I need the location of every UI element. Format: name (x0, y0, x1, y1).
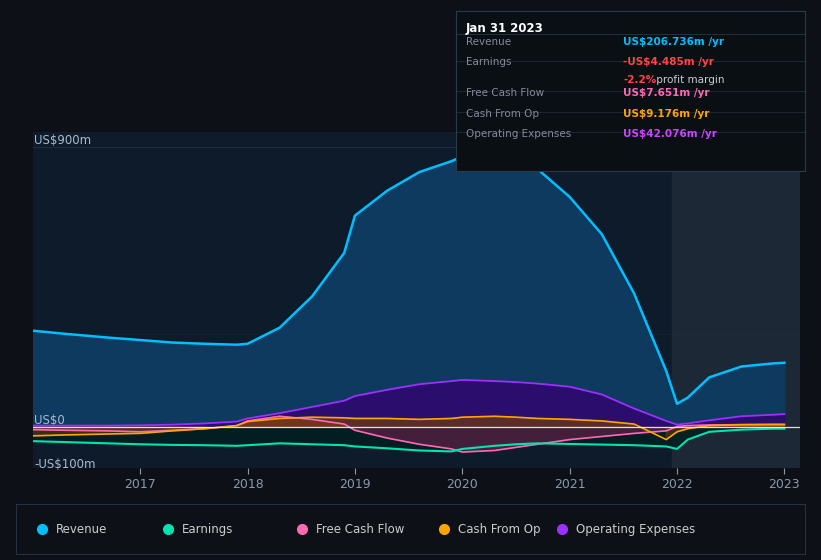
Text: Operating Expenses: Operating Expenses (576, 522, 695, 536)
Text: -2.2%: -2.2% (623, 75, 656, 85)
Text: Free Cash Flow: Free Cash Flow (466, 88, 544, 98)
Text: -US$4.485m /yr: -US$4.485m /yr (623, 58, 714, 68)
Text: Cash From Op: Cash From Op (458, 522, 540, 536)
Text: US$900m: US$900m (34, 134, 91, 147)
Text: US$42.076m /yr: US$42.076m /yr (623, 129, 717, 139)
Text: -US$100m: -US$100m (34, 458, 96, 472)
Text: Earnings: Earnings (182, 522, 233, 536)
Text: Cash From Op: Cash From Op (466, 109, 539, 119)
Text: Earnings: Earnings (466, 58, 511, 68)
Text: Operating Expenses: Operating Expenses (466, 129, 571, 139)
Text: profit margin: profit margin (653, 75, 724, 85)
Text: Jan 31 2023: Jan 31 2023 (466, 22, 544, 35)
Text: US$9.176m /yr: US$9.176m /yr (623, 109, 709, 119)
Text: Revenue: Revenue (466, 37, 511, 46)
Bar (672, 132, 800, 468)
Text: US$0: US$0 (34, 414, 65, 427)
Text: Revenue: Revenue (56, 522, 108, 536)
Text: Free Cash Flow: Free Cash Flow (316, 522, 404, 536)
Text: US$206.736m /yr: US$206.736m /yr (623, 37, 724, 46)
Text: US$7.651m /yr: US$7.651m /yr (623, 88, 709, 98)
